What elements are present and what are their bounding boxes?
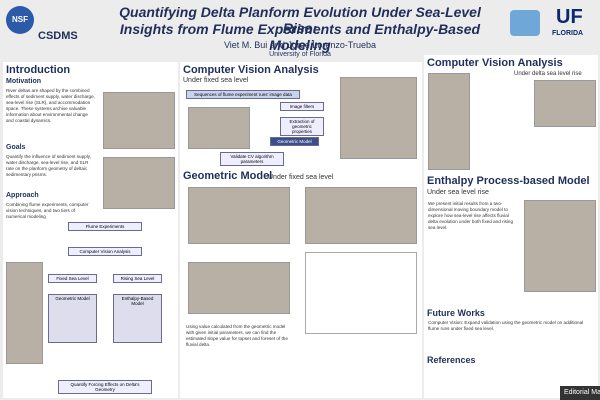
paragraph: River deltas are shaped by the combined … [6, 88, 95, 123]
lab-logo [510, 10, 540, 36]
title: Insights from Flume Experiments and Enth… [119, 21, 481, 53]
tooltip[interactable]: Editorial Ma [560, 386, 600, 400]
figure [103, 157, 175, 209]
right-column: Computer Vision Analysis Under delta sea… [424, 55, 598, 398]
csdms-logo: CSDMS [38, 30, 78, 42]
figure [534, 80, 596, 127]
flow-box: Rising Sea Level [113, 274, 162, 283]
chart-figure [305, 252, 417, 334]
subheading: Motivation [6, 78, 41, 85]
flow-box: Image filters [280, 102, 324, 111]
figure [305, 187, 417, 244]
heading: Geometric Model [183, 170, 273, 182]
title: Quantifying Delta Planform Evolution Und… [119, 4, 481, 36]
figure [340, 77, 417, 159]
paragraph: Computer Vision: Expand validation using… [428, 320, 584, 331]
flow-box: Geometric Model [48, 294, 97, 343]
heading: Enthalpy Process-based Model [427, 175, 590, 187]
paragraph: Quantify the influence of sediment suppl… [6, 154, 91, 177]
uf-logo-text: FLORIDA [552, 30, 584, 37]
authors: Viet M. Bui and Jorge Lorenzo-Trueba [223, 40, 377, 50]
subheading: Under fixed sea level [268, 174, 334, 181]
heading: Computer Vision Analysis [183, 64, 319, 76]
flow-box: Geometric Model [270, 137, 319, 146]
figure [188, 107, 250, 149]
paragraph: Using value calculated from the geometri… [186, 324, 288, 347]
flow-box: Validate CV algorithm parameters [220, 152, 284, 166]
figure [188, 262, 290, 314]
left-column: Introduction Motivation River deltas are… [3, 62, 178, 398]
flow-box: Extraction of geometric properties [280, 117, 324, 136]
paragraph: Combining flume experiments, computer vi… [6, 202, 89, 219]
flow-box: Flume Experiments [68, 222, 142, 231]
middle-column: Computer Vision Analysis Under fixed sea… [180, 62, 422, 398]
figure [188, 187, 290, 244]
subheading: Under sea level rise [427, 189, 489, 196]
flow-box: Enthalpy-Based Model [113, 294, 162, 343]
flow-box: Quantify Forcing Effects on Delta's Geom… [58, 380, 152, 394]
affiliation: University of Florida [269, 51, 331, 58]
subheading: Under delta sea level rise [514, 71, 582, 77]
nsf-logo: NSF [6, 6, 34, 34]
subheading: Approach [6, 192, 39, 199]
figure [524, 200, 596, 292]
paragraph: We present initial results from a two-di… [428, 201, 514, 230]
subheading: Under fixed sea level [183, 77, 249, 84]
figure [103, 92, 175, 149]
flow-box: Sequences of flume experiment runs' imag… [186, 90, 300, 99]
heading: Future Works [427, 308, 485, 318]
subheading: Goals [6, 144, 26, 151]
figure [428, 73, 470, 170]
figure [6, 262, 43, 364]
flow-box: Fixed Sea Level [48, 274, 97, 283]
uf-logo: UF [556, 6, 583, 28]
heading: Introduction [6, 64, 71, 76]
heading: Computer Vision Analysis [427, 57, 563, 69]
flow-box: Computer Vision Analysis [68, 247, 142, 256]
heading: References [427, 355, 476, 365]
